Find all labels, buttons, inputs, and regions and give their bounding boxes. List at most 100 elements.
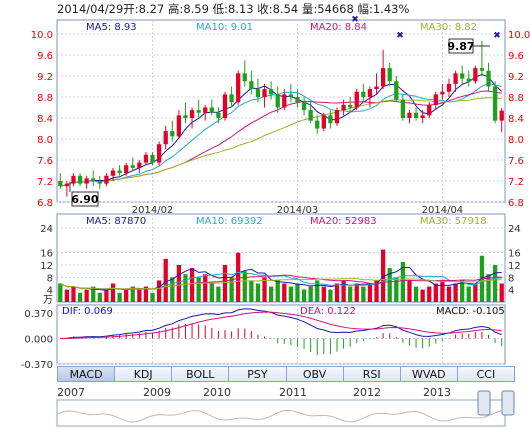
tab-psy[interactable]: PSY [228, 366, 286, 382]
candle [163, 131, 168, 145]
price-tick-left: 10.0 [31, 30, 53, 41]
volume-bar [110, 283, 116, 302]
price-tick-left: 9.6 [37, 51, 53, 62]
price-tick-left: 6.8 [37, 198, 53, 209]
macd-tick: 0.000 [24, 335, 53, 346]
tab-rsi[interactable]: RSI [342, 366, 400, 382]
candle [433, 94, 438, 105]
ma-legend: MA30: 8.82 [420, 22, 477, 33]
candle [150, 154, 155, 163]
date-tick: 2014/02 [132, 205, 174, 216]
volume-bar [413, 286, 419, 302]
volume-tick-right: 8 [508, 273, 514, 284]
candle [380, 68, 386, 87]
candle [268, 89, 274, 95]
ma-legend: MA20: 8.84 [310, 22, 367, 33]
candle [117, 170, 122, 174]
candle [473, 68, 478, 82]
tab-cci[interactable]: CCI [456, 366, 515, 382]
volume-bar [77, 292, 83, 302]
date-tick: 2014/04 [422, 205, 464, 216]
price-tick-left: 8.8 [37, 93, 53, 104]
ma-line-10 [60, 82, 502, 187]
candle [334, 110, 340, 124]
ma-legend: MA10: 9.01 [196, 22, 253, 33]
range-handle-right[interactable] [501, 390, 515, 416]
volume-bar [242, 271, 247, 302]
volume-ma-legend: MA10: 69392 [196, 216, 263, 227]
volume-bar [209, 283, 214, 302]
volume-tick-left: 4 [47, 286, 53, 297]
range-handle-left[interactable] [477, 390, 491, 416]
volume-ma-legend: MA20: 52983 [310, 216, 377, 227]
volume-bar [196, 277, 201, 302]
candle [413, 112, 419, 118]
overview-frame [56, 399, 506, 427]
volume-tick-left: 8 [47, 273, 53, 284]
date-tick: 2014/03 [277, 205, 319, 216]
volume-bar [249, 280, 254, 302]
candle [486, 70, 491, 87]
volume-bar [440, 280, 445, 302]
tab-macd[interactable]: MACD [57, 366, 115, 382]
tab-kdj[interactable]: KDJ [114, 366, 172, 382]
volume-bar [268, 286, 274, 302]
volume-bar [295, 283, 300, 302]
volume-bar [321, 286, 326, 302]
price-tick-right: 8.8 [508, 93, 524, 104]
volume-bar [150, 292, 155, 302]
volume-tick-left: 12 [40, 261, 53, 272]
volume-bar [486, 274, 491, 302]
panel-frame [56, 304, 506, 365]
candle [315, 120, 320, 129]
candle [124, 165, 129, 174]
low-value: 8.13 [227, 2, 254, 16]
candle [446, 83, 452, 92]
candle [64, 183, 70, 187]
dif-line [60, 308, 502, 339]
quote-header: 2014/04/29开:8.27 高:8.59 低:8.13 收:8.54 量:… [57, 2, 410, 16]
open-value: 8.27 [138, 2, 165, 16]
candle [255, 89, 261, 97]
price-tick-right: 6.8 [508, 198, 524, 209]
candle [400, 99, 406, 118]
volume-bar [203, 274, 208, 302]
candle [196, 110, 201, 113]
volume-bar [466, 286, 471, 302]
candle [499, 110, 504, 121]
year-label: 2012 [353, 386, 381, 399]
candle [229, 94, 234, 103]
tab-boll[interactable]: BOLL [171, 366, 229, 382]
candle [460, 73, 465, 79]
candle [222, 94, 228, 118]
candle [288, 94, 294, 97]
volume-bar [473, 283, 478, 302]
candle [203, 107, 208, 113]
volume-bar [222, 265, 228, 302]
volume-bar [58, 283, 63, 302]
volume-bar [156, 280, 162, 302]
volume-bar [400, 261, 406, 302]
volume-bar [137, 289, 142, 302]
volume-bar [334, 283, 340, 302]
year-label: 2007 [57, 386, 85, 399]
volume-bar [262, 277, 267, 302]
tab-obv[interactable]: OBV [285, 366, 343, 382]
candle [348, 104, 353, 108]
volume-bar [183, 274, 188, 302]
volume-bar [374, 280, 379, 302]
candle [341, 104, 346, 111]
volume-bar [275, 280, 280, 302]
volume-bar [394, 277, 399, 302]
year-label: 2010 [203, 386, 231, 399]
price-tick-right: 8.0 [508, 135, 524, 146]
volume-bar [170, 277, 175, 302]
candle [58, 181, 63, 187]
tab-wvad[interactable]: WVAD [399, 366, 457, 382]
candle [170, 131, 175, 137]
volume-bar [308, 286, 313, 302]
volume-bar [216, 286, 221, 302]
candle [104, 175, 109, 184]
candle [420, 115, 425, 118]
price-tick-left: 7.6 [37, 156, 53, 167]
